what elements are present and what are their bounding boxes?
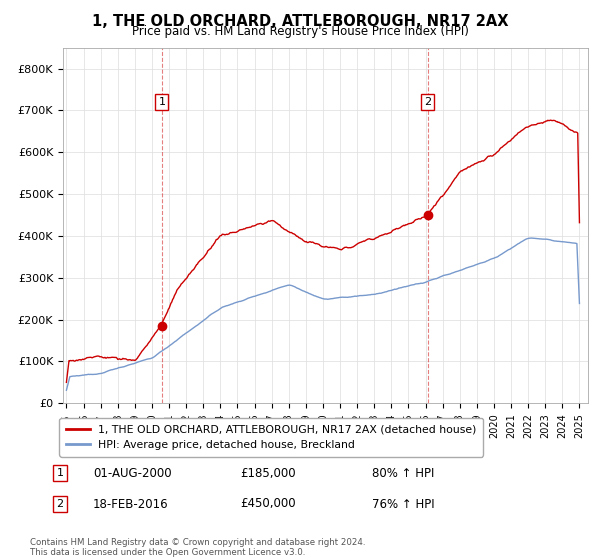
Text: 1, THE OLD ORCHARD, ATTLEBOROUGH, NR17 2AX: 1, THE OLD ORCHARD, ATTLEBOROUGH, NR17 2… xyxy=(92,14,508,29)
Text: Contains HM Land Registry data © Crown copyright and database right 2024.
This d: Contains HM Land Registry data © Crown c… xyxy=(30,538,365,557)
Text: 76% ↑ HPI: 76% ↑ HPI xyxy=(372,497,434,511)
Text: 80% ↑ HPI: 80% ↑ HPI xyxy=(372,466,434,480)
Text: £450,000: £450,000 xyxy=(240,497,296,511)
Text: 2: 2 xyxy=(56,499,64,509)
Text: 18-FEB-2016: 18-FEB-2016 xyxy=(93,497,169,511)
Text: 2: 2 xyxy=(424,97,431,107)
Text: £185,000: £185,000 xyxy=(240,466,296,480)
Text: 01-AUG-2000: 01-AUG-2000 xyxy=(93,466,172,480)
Text: Price paid vs. HM Land Registry's House Price Index (HPI): Price paid vs. HM Land Registry's House … xyxy=(131,25,469,38)
Legend: 1, THE OLD ORCHARD, ATTLEBOROUGH, NR17 2AX (detached house), HPI: Average price,: 1, THE OLD ORCHARD, ATTLEBOROUGH, NR17 2… xyxy=(59,418,483,456)
Text: 1: 1 xyxy=(56,468,64,478)
Text: 1: 1 xyxy=(158,97,166,107)
